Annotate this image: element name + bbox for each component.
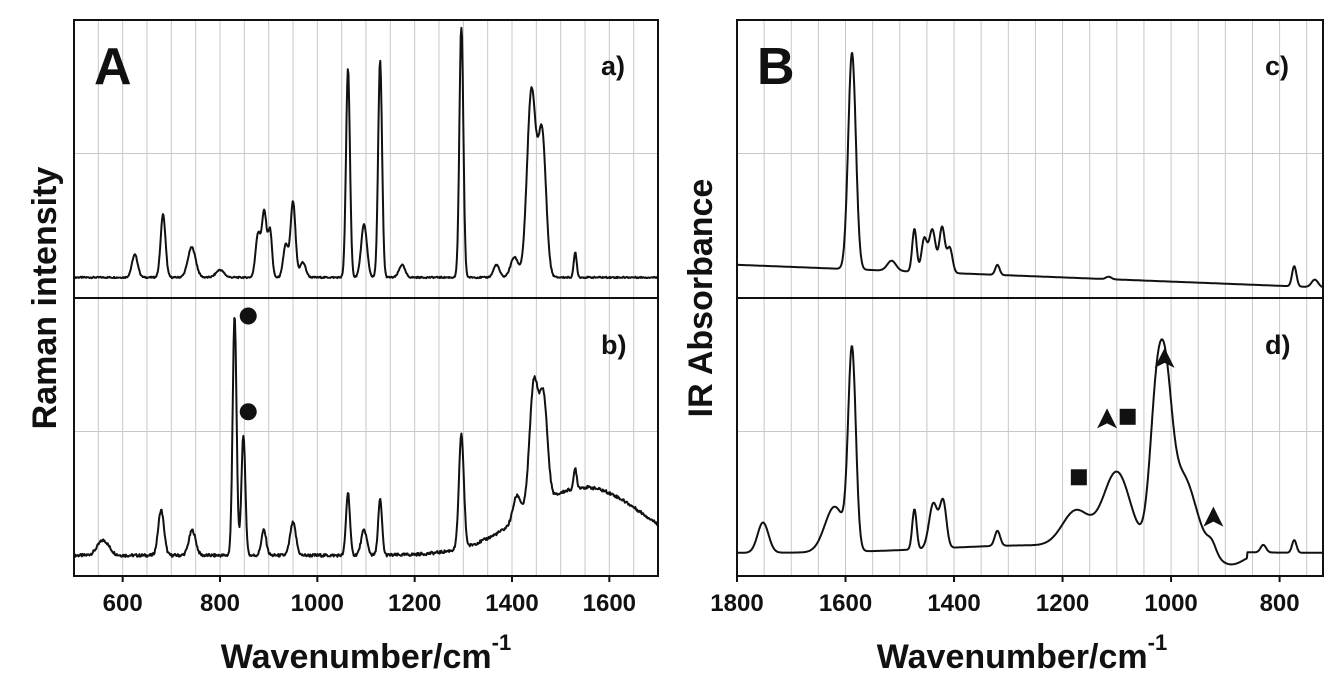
x-tick-label: 1400: [485, 590, 538, 617]
panel-b-x-axis-label: Wavenumber/cm-1: [877, 630, 1167, 676]
square-marker: [1119, 408, 1136, 425]
panel-a-label: A: [94, 38, 132, 96]
square-marker: [1070, 469, 1087, 486]
panel-b-x-tick-labels: 1800 1600 1400 1200 1000 800: [710, 576, 1300, 617]
x-tick-label: 1400: [927, 590, 980, 617]
arrowhead-marker: [1154, 347, 1175, 368]
spectrum-b: [73, 317, 659, 558]
circle-marker: [239, 307, 257, 325]
x-tick-label: 1600: [819, 590, 872, 617]
x-tick-label: 1000: [291, 590, 344, 617]
panel-b: 1800 1600 1400 1200 1000 800 B c) d) IR Absor…: [682, 19, 1324, 676]
panel-b-traces: [736, 51, 1324, 566]
panel-a-markers: [239, 307, 257, 421]
x-tick-label: 1800: [710, 590, 763, 617]
x-tick-label: 600: [103, 590, 143, 617]
circle-marker: [239, 403, 257, 421]
subplot-c-label: c): [1265, 51, 1289, 81]
panel-a-y-axis-label: Raman intensity: [26, 167, 64, 430]
x-tick-label: 800: [200, 590, 240, 617]
panel-b-y-axis-label: IR Absorbance: [682, 179, 720, 418]
x-tick-label: 1600: [583, 590, 636, 617]
panel-a-traces: [73, 26, 659, 558]
panel-a-x-axis-label: Wavenumber/cm-1: [221, 630, 511, 676]
spectrum-a: [73, 26, 659, 280]
x-tick-label: 1000: [1144, 590, 1197, 617]
x-tick-label: 800: [1260, 590, 1300, 617]
panel-a-x-tick-labels: 600 800 1000 1200 1400 1600: [103, 576, 636, 617]
panel-b-label: B: [757, 38, 795, 96]
subplot-d-label: d): [1265, 330, 1290, 360]
arrowhead-marker: [1097, 408, 1118, 429]
spectrum-d: [736, 338, 1324, 566]
panel-b-markers: [1070, 347, 1224, 527]
spectrum-c: [736, 51, 1324, 289]
subplot-a-label: a): [601, 51, 625, 81]
panel-a: 600 800 1000 1200 1400 1600 A a) b) Raman int…: [26, 19, 659, 676]
subplot-b-label: b): [601, 330, 626, 360]
x-tick-label: 1200: [388, 590, 441, 617]
x-tick-label: 1200: [1036, 590, 1089, 617]
arrowhead-marker: [1203, 506, 1224, 527]
